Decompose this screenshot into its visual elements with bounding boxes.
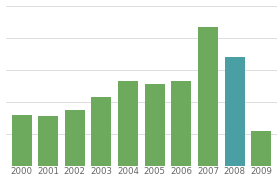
Bar — [11, 115, 32, 166]
Bar — [65, 110, 85, 166]
Bar — [92, 97, 111, 166]
Bar — [251, 131, 271, 166]
Bar — [225, 57, 245, 166]
Bar — [118, 81, 138, 166]
Bar — [38, 116, 58, 166]
Bar — [198, 27, 218, 166]
Bar — [171, 81, 191, 166]
Bar — [145, 84, 165, 166]
